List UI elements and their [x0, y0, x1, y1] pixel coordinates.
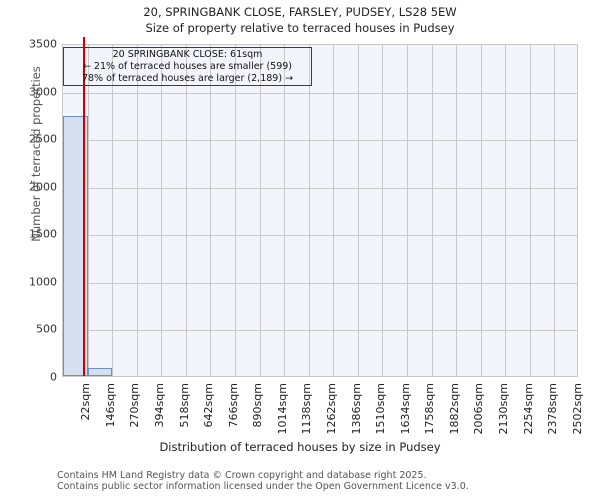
annotation-line-2: ← 21% of terraced houses are smaller (59… — [82, 61, 293, 72]
x-tick-label: 1634sqm — [398, 383, 412, 435]
gridline-vertical — [357, 45, 359, 376]
gridline-vertical — [529, 45, 531, 376]
x-tick-label: 270sqm — [128, 383, 142, 428]
y-axis-ticks: 0 500 1000 1500 2000 2500 3000 3500 — [0, 0, 57, 500]
gridline-vertical — [87, 45, 89, 376]
gridline-horizontal — [63, 235, 577, 237]
gridline-vertical — [456, 45, 458, 376]
x-tick-label: 1386sqm — [349, 383, 363, 435]
x-tick-label: 2378sqm — [546, 383, 560, 435]
gridline-vertical — [480, 45, 482, 376]
x-tick-label: 766sqm — [226, 383, 240, 428]
gridline-vertical — [185, 45, 187, 376]
y-tick-label: 2000 — [29, 180, 57, 194]
gridline-vertical — [308, 45, 310, 376]
y-axis-label: Number of terraced properties — [29, 66, 43, 242]
gridline-vertical — [284, 45, 286, 376]
y-tick-label: 1000 — [29, 275, 57, 289]
gridline-vertical — [505, 45, 507, 376]
gridline-vertical — [136, 45, 138, 376]
x-tick-label: 1014sqm — [275, 383, 289, 435]
gridline-vertical — [161, 45, 163, 376]
gridline-vertical — [554, 45, 556, 376]
chart-header: 20, SPRINGBANK CLOSE, FARSLEY, PUDSEY, L… — [0, 4, 600, 36]
page-title: 20, SPRINGBANK CLOSE, FARSLEY, PUDSEY, L… — [143, 5, 457, 19]
gridline-vertical — [210, 45, 212, 376]
x-tick-label: 2502sqm — [570, 383, 584, 435]
x-tick-label: 1758sqm — [423, 383, 437, 435]
annotation-line-3: 78% of terraced houses are larger (2,189… — [81, 73, 294, 84]
x-tick-label: 2006sqm — [472, 383, 486, 435]
histogram-bar — [87, 367, 113, 376]
property-marker-line — [83, 37, 85, 376]
x-tick-label: 1138sqm — [300, 383, 314, 435]
gridline-vertical — [259, 45, 261, 376]
chart-subtitle: Size of property relative to terraced ho… — [145, 21, 455, 35]
x-tick-label: 642sqm — [202, 383, 216, 428]
gridline-horizontal — [63, 282, 577, 284]
y-tick-label: 3000 — [29, 85, 57, 99]
x-tick-label: 518sqm — [177, 383, 191, 428]
x-tick-label: 394sqm — [153, 383, 166, 428]
footer-line-2: Contains public sector information licen… — [57, 481, 469, 492]
x-tick-label: 1882sqm — [447, 383, 461, 435]
x-axis-label: Distribution of terraced houses by size … — [159, 440, 441, 454]
x-tick-label: 2130sqm — [497, 383, 510, 435]
x-tick-label: 1262sqm — [325, 383, 338, 435]
gridline-horizontal — [63, 140, 577, 142]
y-tick-label: 500 — [36, 322, 57, 336]
footer-line-1: Contains HM Land Registry data © Crown c… — [57, 470, 427, 481]
gridline-horizontal — [63, 330, 577, 332]
y-tick-label: 2500 — [29, 132, 57, 146]
gridline-vertical — [431, 45, 433, 376]
gridline-vertical — [407, 45, 408, 376]
x-tick-label: 1510sqm — [374, 383, 388, 435]
gridline-vertical — [382, 45, 384, 376]
footer-attribution: Contains HM Land Registry data © Crown c… — [57, 470, 597, 492]
y-tick-label: 1500 — [29, 227, 57, 241]
gridline-vertical — [112, 45, 114, 376]
x-tick-label: 22sqm — [79, 383, 93, 421]
y-tick-label: 3500 — [29, 37, 57, 51]
gridline-horizontal — [63, 187, 577, 189]
x-tick-label: 890sqm — [251, 383, 265, 428]
gridline-vertical — [235, 45, 236, 376]
property-annotation-box: 20 SPRINGBANK CLOSE: 61sqm ← 21% of terr… — [63, 47, 312, 86]
y-tick-label: 0 — [50, 370, 57, 384]
gridline-vertical — [333, 45, 335, 376]
x-tick-label: 2254sqm — [521, 383, 535, 435]
gridline-horizontal — [63, 92, 577, 94]
plot-area — [62, 37, 578, 377]
x-tick-label: 146sqm — [103, 383, 117, 428]
annotation-line-1: 20 SPRINGBANK CLOSE: 61sqm — [112, 49, 263, 60]
